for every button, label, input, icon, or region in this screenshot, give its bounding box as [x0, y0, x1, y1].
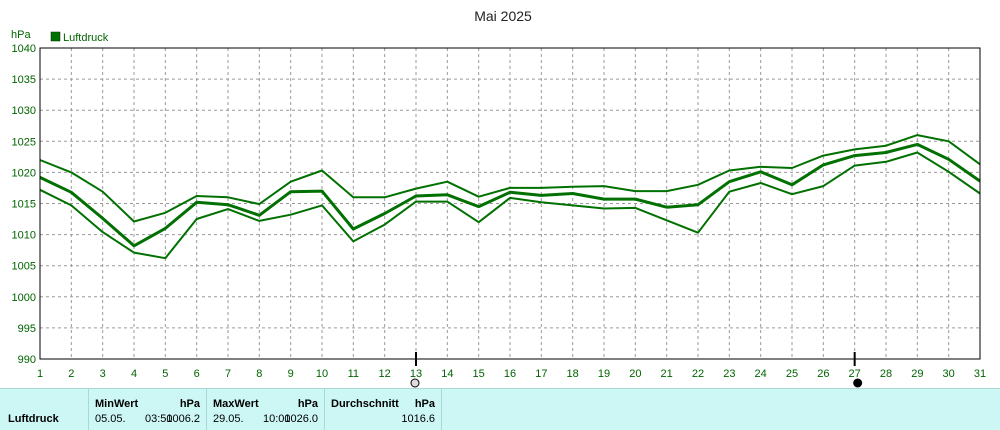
x-tick-label: 12 — [379, 368, 391, 380]
x-tick-label: 6 — [194, 368, 200, 380]
x-tick-label: 24 — [755, 368, 767, 380]
max-value: 1026.0 — [284, 413, 318, 425]
y-tick-label: 1015 — [12, 199, 36, 211]
min-value: 1006.2 — [166, 413, 200, 425]
x-tick-label: 3 — [100, 368, 106, 380]
avg-value-cell: Durchschnitt hPa 1016.6 — [324, 389, 442, 430]
x-tick-label: 13 — [410, 368, 422, 380]
y-axis-label: hPa — [11, 29, 31, 41]
avg-value: 1016.6 — [401, 413, 435, 425]
avg-header: Durchschnitt — [331, 398, 399, 410]
series-line-min — [39, 151, 981, 260]
chart-svg: Mai 2025 hPa Luftdruck 99099510001005101… — [11, 8, 986, 388]
x-tick-label: 31 — [974, 368, 986, 380]
summary-name-cell: Luftdruck — [0, 389, 88, 430]
x-tick-label: 19 — [598, 368, 610, 380]
max-unit: hPa — [297, 398, 318, 410]
y-tick-label: 1035 — [12, 74, 36, 86]
max-value-cell: MaxWert hPa 29.05. 10:00 1026.0 — [206, 389, 324, 430]
x-tick-label: 18 — [567, 368, 579, 380]
x-tick-label: 22 — [692, 368, 704, 380]
x-tick-label: 16 — [504, 368, 516, 380]
x-tick-label: 21 — [661, 368, 673, 380]
max-date: 29.05. — [213, 413, 244, 425]
x-tick-label: 28 — [880, 368, 892, 380]
x-tick-label: 20 — [629, 368, 641, 380]
series-line-max — [39, 134, 981, 223]
x-tick-label: 30 — [943, 368, 955, 380]
y-tick-label: 990 — [18, 354, 36, 366]
x-tick-label: 11 — [348, 368, 359, 380]
y-tick-label: 1020 — [12, 167, 36, 179]
x-tick-label: 26 — [817, 368, 829, 380]
y-tick-label: 1030 — [12, 105, 36, 117]
series-line-mean — [39, 142, 981, 248]
legend-label: Luftdruck — [63, 32, 109, 44]
chart-title: Mai 2025 — [474, 8, 532, 24]
x-tick-label: 10 — [316, 368, 328, 380]
x-tick-label: 7 — [225, 368, 231, 380]
x-tick-label: 17 — [535, 368, 547, 380]
min-time: 03:50 — [145, 413, 173, 425]
avg-unit: hPa — [414, 398, 435, 410]
y-tick-label: 1005 — [12, 261, 36, 273]
full-moon-icon — [853, 378, 863, 388]
min-unit: hPa — [179, 398, 200, 410]
x-tick-label: 29 — [911, 368, 923, 380]
x-tick-label: 2 — [68, 368, 74, 380]
min-date: 05.05. — [95, 413, 126, 425]
x-tick-label: 27 — [849, 368, 861, 380]
x-tick-label: 25 — [786, 368, 798, 380]
x-tick-label: 5 — [162, 368, 168, 380]
y-tick-label: 995 — [18, 323, 36, 335]
y-tick-label: 1040 — [12, 43, 36, 55]
min-header: MinWert — [95, 398, 139, 410]
min-value-cell: MinWert hPa 05.05. 03:50 1006.2 — [88, 389, 206, 430]
y-tick-label: 1010 — [12, 230, 36, 242]
x-tick-label: 4 — [131, 368, 137, 380]
x-tick-label: 23 — [723, 368, 735, 380]
plot-frame — [39, 47, 981, 360]
y-tick-label: 1025 — [12, 136, 36, 148]
y-tick-label: 1000 — [12, 292, 36, 304]
x-tick-label: 15 — [473, 368, 485, 380]
series-name: Luftdruck — [8, 413, 59, 425]
summary-panel: Luftdruck MinWert hPa 05.05. 03:50 1006.… — [0, 388, 1000, 430]
x-tick-label: 8 — [256, 368, 262, 380]
x-tick-label: 14 — [441, 368, 453, 380]
max-time: 10:00 — [263, 413, 291, 425]
x-tick-label: 1 — [37, 368, 43, 380]
max-header: MaxWert — [213, 398, 259, 410]
new-moon-icon — [410, 378, 420, 388]
x-tick-label: 9 — [288, 368, 294, 380]
legend-swatch — [50, 31, 61, 42]
